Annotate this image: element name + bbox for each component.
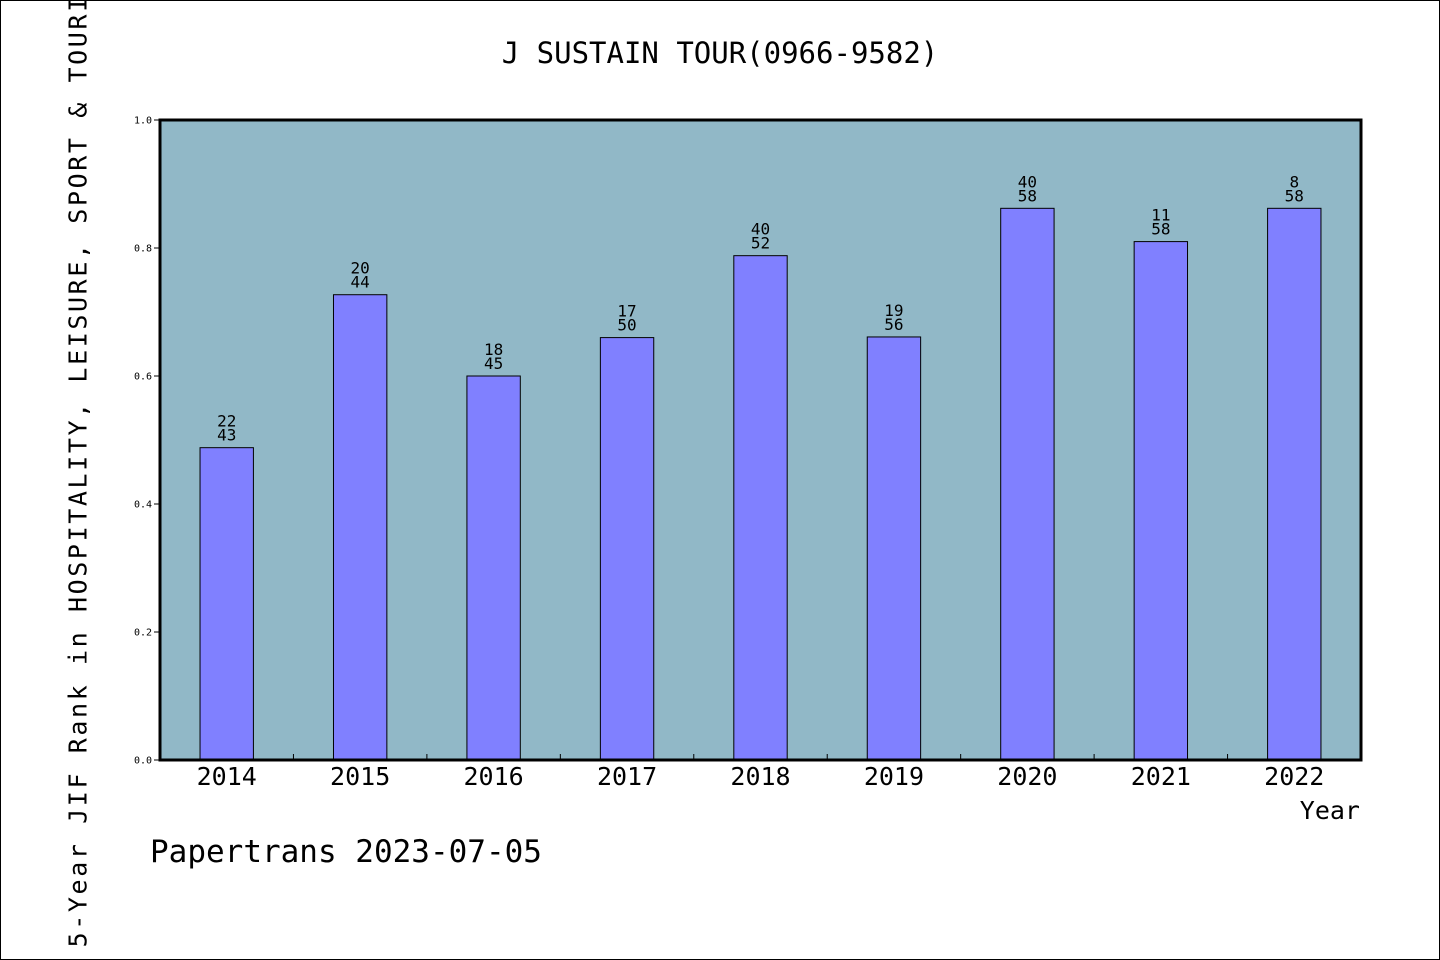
bar-rank-label: 22: [217, 412, 236, 431]
chart-title: J SUSTAIN TOUR(0966-9582): [501, 36, 939, 70]
x-tick-label: 2020: [997, 762, 1057, 791]
bar-total-label: 45: [484, 354, 503, 373]
bar: [1000, 207, 1055, 761]
y-tick-label: 1.0: [134, 116, 152, 127]
y-tick-label: 0.0: [134, 756, 152, 767]
bar-rank-label: 40: [1018, 172, 1037, 191]
bar-rank-label: 40: [751, 220, 770, 239]
y-tick-label: 0.2: [134, 628, 152, 639]
bar: [866, 336, 922, 761]
bar: [599, 337, 655, 761]
x-tick-label: 2018: [730, 762, 790, 791]
x-tick-label: 2017: [597, 762, 657, 791]
x-tick-label: 2015: [330, 762, 390, 791]
bar-total-label: 52: [751, 234, 770, 253]
bar-rank-label: 18: [484, 340, 503, 359]
x-tick-label: 2022: [1264, 762, 1324, 791]
bar: [466, 375, 521, 761]
y-tick-label: 0.8: [134, 244, 152, 255]
bar: [199, 447, 254, 761]
bar-total-label: 58: [1151, 220, 1170, 239]
y-tick-label: 0.6: [134, 372, 152, 383]
bar: [1267, 207, 1322, 761]
plot-border: [158, 118, 1363, 762]
x-tick-label: 2019: [864, 762, 924, 791]
x-tick-label: 2016: [464, 762, 524, 791]
bar: [733, 255, 788, 761]
bar-rank-label: 20: [351, 259, 370, 278]
y-tick-label: 0.4: [134, 500, 152, 511]
x-tick-label: 2021: [1131, 762, 1191, 791]
bar-total-label: 43: [217, 426, 236, 445]
bar-total-label: 56: [884, 315, 903, 334]
bar-total-label: 50: [617, 316, 636, 335]
bar-rank-label: 19: [884, 301, 903, 320]
bar-total-label: 44: [351, 273, 370, 292]
bar: [332, 294, 388, 761]
bar: [1133, 241, 1189, 761]
bar-total-label: 58: [1285, 186, 1304, 205]
bar-rank-label: 8: [1289, 172, 1299, 191]
bar-rank-label: 11: [1151, 206, 1170, 225]
x-axis-label: Year: [1299, 796, 1360, 825]
bar-rank-label: 17: [617, 302, 636, 321]
footer-credit: Papertrans 2023-07-05: [150, 834, 542, 870]
bar-total-label: 58: [1018, 186, 1037, 205]
x-tick-label: 2014: [197, 762, 257, 791]
